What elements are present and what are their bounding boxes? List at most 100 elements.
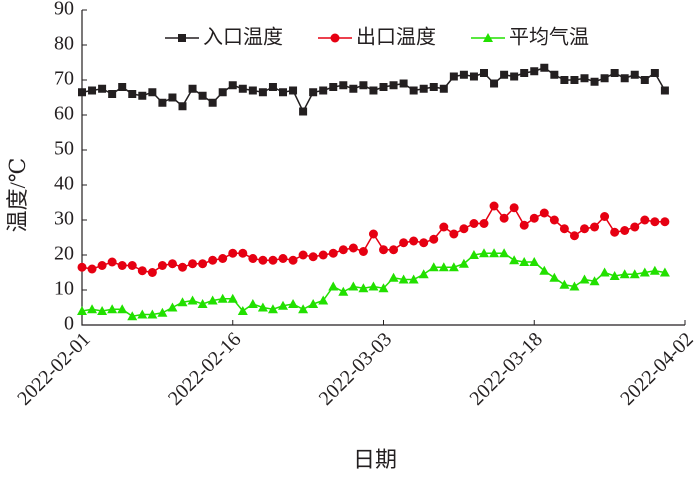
data-point [128,90,137,98]
data-point [248,86,257,95]
data-point [589,276,600,286]
data-point [469,219,479,228]
data-point [580,74,589,83]
data-point [308,252,318,262]
y-tick-label: 0 [64,313,74,335]
data-point [268,83,277,91]
data-point [399,79,408,88]
data-point [599,267,610,277]
data-point [117,261,127,270]
data-point [539,208,549,218]
data-point [590,222,600,232]
data-point [549,215,559,225]
data-point [469,72,478,81]
data-point [127,261,137,270]
x-tick-label: 2022-03-18 [465,328,547,410]
data-point [519,220,529,230]
data-point [258,88,267,97]
data-point [529,213,539,223]
data-point [208,98,217,107]
data-point [458,258,469,268]
data-point [559,224,569,234]
data-point [509,203,519,213]
data-point [348,281,359,291]
data-point [409,236,419,246]
data-point [329,83,338,91]
legend-label: 出口温度 [356,26,436,49]
data-point [629,269,640,279]
data-point [328,248,338,258]
data-point [309,88,318,97]
data-point [117,304,128,314]
y-tick-label: 50 [54,138,74,160]
data-point [389,245,399,255]
data-point [569,231,579,241]
data-point [559,279,570,289]
data-point [610,69,619,77]
data-point [620,226,630,235]
data-point [539,265,550,275]
data-point [590,77,599,86]
data-point [429,83,438,91]
data-point [378,283,389,293]
data-point [238,248,248,258]
data-point [510,72,519,81]
data-point [509,255,520,265]
data-point [208,255,218,265]
data-point [600,212,610,221]
data-point [308,299,319,308]
data-point [560,76,569,84]
data-point [188,84,197,93]
data-point [157,307,168,317]
data-point [147,309,158,319]
data-point [650,69,659,77]
data-point [118,83,127,91]
data-point [379,83,388,91]
data-point [649,265,660,275]
legend-marker [483,33,493,42]
data-point [137,266,147,276]
data-point [569,281,580,291]
data-point [610,227,620,237]
data-point [549,272,560,282]
data-point [138,91,147,100]
data-point [97,306,108,315]
data-point [530,67,539,76]
data-point [328,281,339,291]
data-point [127,311,138,321]
data-point [368,229,378,239]
data-point [640,76,649,84]
data-point [429,234,439,244]
data-point [288,255,298,265]
data-point [408,274,419,284]
data-point [650,217,660,227]
y-tick-label: 40 [54,173,74,195]
data-point [639,267,650,277]
data-point [188,259,198,269]
data-point [368,281,379,291]
data-point [540,63,549,72]
data-point [228,81,237,90]
data-point [97,261,107,270]
y-tick-label: 70 [54,68,74,90]
x-tick-label: 2022-02-01 [13,328,95,410]
data-point [237,306,248,315]
data-point [319,86,328,95]
data-point [449,229,459,239]
data-point [409,86,418,95]
data-point [358,247,368,256]
data-point [570,76,579,84]
data-point [298,250,308,260]
data-point [288,299,299,308]
data-point [419,84,428,93]
legend-marker [330,33,340,43]
data-point [137,309,148,319]
data-point [550,70,559,79]
data-point [468,250,479,259]
data-point [499,213,509,223]
data-point [258,255,268,265]
data-point [207,295,218,305]
data-point [228,248,238,258]
data-point [278,300,288,310]
data-point [178,262,187,272]
